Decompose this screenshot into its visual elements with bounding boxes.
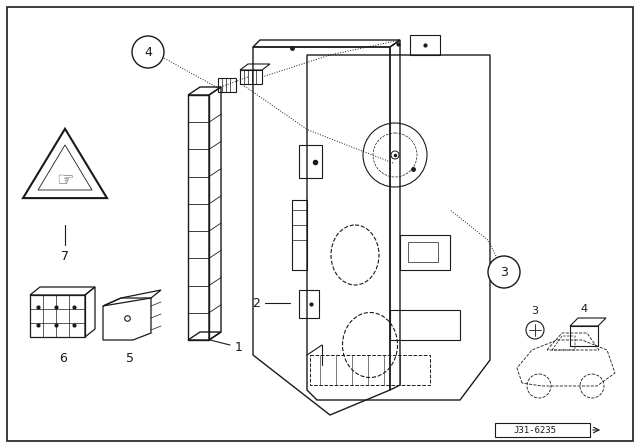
Text: 2: 2 <box>252 297 260 310</box>
Text: 3: 3 <box>531 306 538 316</box>
Text: 4: 4 <box>144 46 152 59</box>
Text: ☞: ☞ <box>56 171 74 190</box>
Text: 5: 5 <box>126 352 134 365</box>
Bar <box>408 242 438 262</box>
Circle shape <box>488 256 520 288</box>
Circle shape <box>132 36 164 68</box>
Text: 1: 1 <box>235 340 243 353</box>
Text: 7: 7 <box>61 250 69 263</box>
Text: 4: 4 <box>580 304 588 314</box>
Bar <box>495 423 590 437</box>
Text: 6: 6 <box>59 352 67 365</box>
Text: J31-6235: J31-6235 <box>513 426 557 435</box>
Text: 3: 3 <box>500 266 508 279</box>
